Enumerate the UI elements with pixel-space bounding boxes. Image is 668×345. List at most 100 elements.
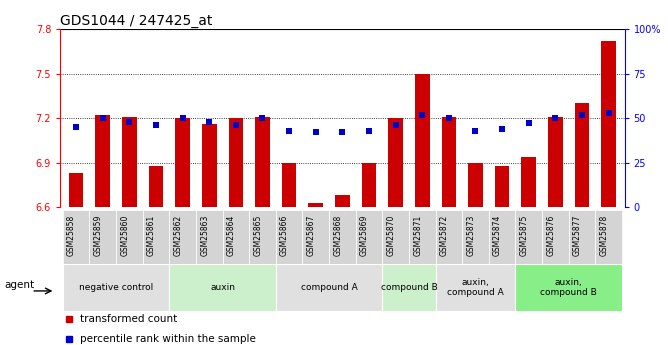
Bar — [149, 166, 163, 207]
Bar — [436, 264, 516, 310]
Bar — [522, 157, 536, 207]
Bar — [462, 210, 489, 264]
Text: auxin,
compound A: auxin, compound A — [447, 277, 504, 297]
Point — [98, 115, 108, 121]
Bar — [255, 117, 270, 207]
Bar — [548, 117, 562, 207]
Bar — [415, 74, 430, 207]
Bar — [574, 104, 589, 207]
Text: GSM25863: GSM25863 — [200, 215, 209, 256]
Bar — [90, 210, 116, 264]
Point — [150, 122, 161, 128]
Text: GSM25872: GSM25872 — [440, 215, 449, 256]
Text: compound A: compound A — [301, 283, 357, 292]
Text: auxin: auxin — [210, 283, 235, 292]
Bar — [63, 264, 169, 310]
Bar — [595, 210, 622, 264]
Point — [284, 128, 295, 134]
Bar — [249, 210, 276, 264]
Bar — [309, 203, 323, 207]
Point — [444, 115, 454, 121]
Point — [497, 126, 508, 131]
Text: GSM25867: GSM25867 — [307, 215, 316, 256]
Point — [390, 122, 401, 128]
Point — [177, 115, 188, 121]
Text: GSM25861: GSM25861 — [147, 215, 156, 256]
Text: GSM25876: GSM25876 — [546, 215, 555, 256]
Bar — [175, 118, 190, 207]
Bar — [276, 264, 382, 310]
Text: agent: agent — [5, 280, 35, 290]
Bar — [329, 210, 355, 264]
Bar — [63, 210, 90, 264]
Point — [257, 115, 268, 121]
Point — [337, 130, 347, 135]
Point — [576, 112, 587, 117]
Text: GDS1044 / 247425_at: GDS1044 / 247425_at — [60, 14, 212, 28]
Bar — [116, 210, 143, 264]
Bar — [169, 210, 196, 264]
Text: GSM25869: GSM25869 — [360, 215, 369, 256]
Text: percentile rank within the sample: percentile rank within the sample — [80, 334, 256, 344]
Bar — [382, 210, 409, 264]
Bar — [495, 166, 510, 207]
Point — [417, 112, 428, 117]
Point — [204, 119, 214, 125]
Bar — [601, 41, 616, 207]
Bar — [516, 264, 622, 310]
Bar — [468, 162, 483, 207]
Text: GSM25875: GSM25875 — [520, 215, 529, 256]
Bar — [542, 210, 568, 264]
Bar — [355, 210, 382, 264]
Bar — [382, 264, 436, 310]
Text: GSM25874: GSM25874 — [493, 215, 502, 256]
Text: compound B: compound B — [381, 283, 438, 292]
Bar — [388, 118, 403, 207]
Bar — [276, 210, 303, 264]
Bar — [69, 173, 84, 207]
Bar — [568, 210, 595, 264]
Bar — [196, 210, 222, 264]
Bar — [222, 210, 249, 264]
Bar — [96, 115, 110, 207]
Text: GSM25860: GSM25860 — [120, 215, 130, 256]
Point — [124, 119, 135, 125]
Bar — [122, 117, 137, 207]
Text: transformed count: transformed count — [80, 314, 177, 324]
Point — [230, 122, 241, 128]
Text: GSM25878: GSM25878 — [600, 215, 609, 256]
Bar — [489, 210, 516, 264]
Point — [550, 115, 560, 121]
Bar — [282, 162, 297, 207]
Bar — [228, 118, 243, 207]
Point — [71, 124, 81, 130]
Bar — [436, 210, 462, 264]
Text: GSM25859: GSM25859 — [94, 215, 103, 256]
Bar — [335, 195, 349, 207]
Bar — [202, 124, 216, 207]
Text: GSM25858: GSM25858 — [67, 215, 76, 256]
Text: negative control: negative control — [79, 283, 153, 292]
Bar — [442, 117, 456, 207]
Bar — [361, 162, 376, 207]
Bar — [303, 210, 329, 264]
Text: GSM25864: GSM25864 — [227, 215, 236, 256]
Bar — [516, 210, 542, 264]
Text: GSM25870: GSM25870 — [387, 215, 395, 256]
Text: GSM25871: GSM25871 — [413, 215, 422, 256]
Text: GSM25873: GSM25873 — [466, 215, 476, 256]
Bar — [169, 264, 276, 310]
Point — [603, 110, 614, 116]
Text: GSM25865: GSM25865 — [253, 215, 263, 256]
Text: auxin,
compound B: auxin, compound B — [540, 277, 597, 297]
Bar — [143, 210, 169, 264]
Text: GSM25866: GSM25866 — [280, 215, 289, 256]
Bar — [409, 210, 436, 264]
Text: GSM25862: GSM25862 — [174, 215, 182, 256]
Point — [311, 130, 321, 135]
Point — [363, 128, 374, 134]
Point — [524, 121, 534, 126]
Text: GSM25868: GSM25868 — [333, 215, 342, 256]
Point — [470, 128, 481, 134]
Text: GSM25877: GSM25877 — [573, 215, 582, 256]
